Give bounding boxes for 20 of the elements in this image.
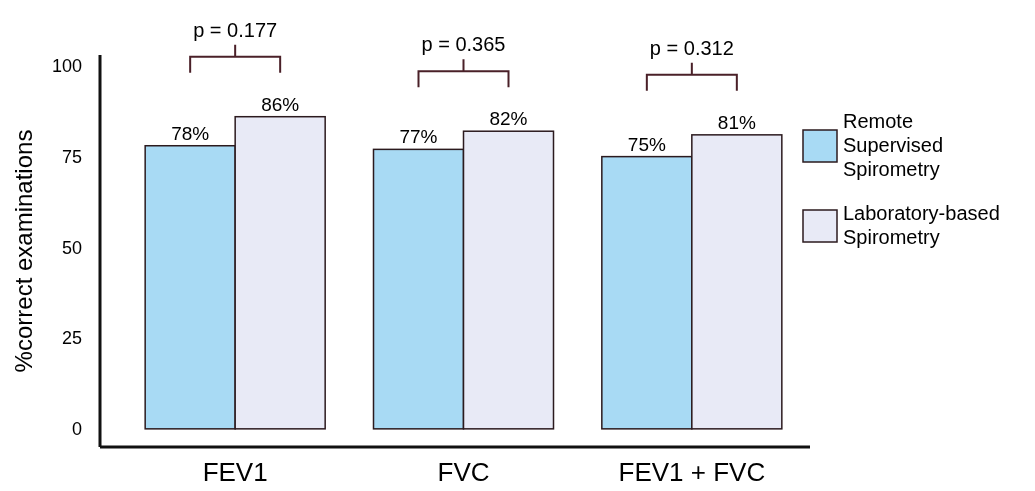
- y-tick-label: 50: [61, 237, 82, 258]
- data-label: 77%: [399, 126, 438, 148]
- y-tick-label: 75: [61, 146, 82, 167]
- text: p = 0.177: [193, 18, 278, 41]
- data-label: 78%: [171, 122, 210, 144]
- data-label: 82%: [489, 108, 528, 130]
- y-tick-label: 25: [61, 328, 82, 349]
- data-label: 81%: [717, 111, 756, 133]
- annotation: p = 0.365: [421, 33, 506, 56]
- legend-label: Remote Supervised Spirometry: [843, 110, 944, 180]
- y-tick-label: 0: [71, 419, 82, 440]
- data-label: 86%: [261, 93, 300, 115]
- x-tick-label: FVC: [437, 457, 490, 487]
- annotation: p = 0.312: [649, 36, 734, 59]
- y-axis-title: %correct examinations: [10, 129, 37, 373]
- data-label: 75%: [627, 133, 666, 155]
- x-tick-label: FEV1: [202, 457, 268, 487]
- legend-label: Laboratory-based Spirometry: [843, 202, 1000, 248]
- x-tick-label: FEV1 + FVC: [618, 457, 766, 487]
- y-tick-label: 100: [51, 56, 82, 77]
